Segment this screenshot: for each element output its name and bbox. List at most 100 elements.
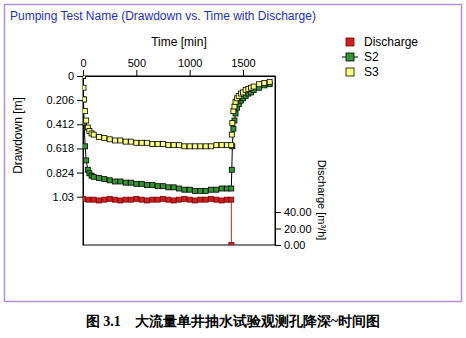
caption: 图 3.1 大流量单井抽水试验观测孔降深~时间图 (86, 313, 380, 329)
tick: 0.618 (46, 142, 83, 154)
marker (107, 196, 112, 201)
legend-marker (346, 53, 354, 61)
marker (187, 144, 192, 149)
marker (139, 197, 144, 202)
tick-mark (77, 148, 83, 149)
marker (232, 104, 237, 109)
marker (123, 180, 128, 185)
tick-mark (275, 229, 281, 230)
marker (150, 141, 155, 146)
tick: 0.206 (46, 94, 83, 106)
tick: 1.03 (53, 191, 83, 203)
marker (83, 109, 88, 114)
marker (177, 186, 182, 191)
tick-mark (136, 70, 137, 76)
plot-area (83, 76, 272, 245)
marker (203, 144, 208, 149)
marker (251, 84, 256, 89)
marker (214, 143, 219, 148)
marker (97, 175, 102, 180)
marker (91, 132, 96, 137)
marker (219, 143, 224, 148)
tick-mark (77, 197, 83, 198)
marker (123, 197, 128, 202)
tick-label: 1500 (231, 57, 255, 69)
marker (84, 158, 89, 163)
series-line (83, 76, 270, 191)
marker (134, 196, 139, 201)
y-axis: 00.2060.4120.6180.8241.03 (46, 70, 83, 245)
legend: DischargeS2S3 (342, 35, 418, 79)
marker (134, 140, 139, 145)
marker (229, 132, 234, 137)
marker (150, 197, 155, 202)
tick-label: 20.00 (284, 223, 312, 235)
marker (83, 196, 86, 201)
marker (166, 197, 171, 202)
marker (209, 187, 214, 192)
marker (107, 178, 112, 183)
marker (267, 79, 272, 84)
marker (113, 138, 118, 143)
x-axis: 050010001500 (80, 57, 275, 77)
marker (129, 180, 134, 185)
marker (102, 177, 107, 182)
marker (161, 196, 166, 201)
marker (83, 144, 88, 149)
marker (118, 138, 123, 143)
tick: 500 (128, 57, 146, 76)
marker (257, 82, 262, 87)
marker (229, 197, 234, 202)
marker (161, 184, 166, 189)
marker (198, 197, 203, 202)
marker (203, 197, 208, 202)
marker (203, 188, 208, 193)
tick-label: 0.412 (46, 118, 74, 130)
marker (86, 197, 91, 202)
marker (229, 243, 234, 246)
marker (219, 198, 224, 203)
marker (177, 197, 182, 202)
legend-label: Discharge (364, 35, 418, 49)
x-axis-title: Time [min] (151, 35, 207, 49)
tick-label: 500 (128, 57, 146, 69)
legend-marker (346, 68, 354, 76)
tick-label: 0.00 (284, 239, 305, 251)
tick-label: 40.00 (284, 206, 312, 218)
marker (230, 120, 235, 125)
marker (118, 198, 123, 203)
marker (177, 143, 182, 148)
y-axis-title: Drawdown [m] (11, 97, 25, 174)
legend-label: S3 (364, 65, 379, 79)
marker (198, 144, 203, 149)
tick: 0.412 (46, 118, 83, 130)
marker (214, 197, 219, 202)
marker (145, 198, 150, 203)
marker (145, 140, 150, 145)
tick-mark (77, 76, 83, 77)
marker (214, 187, 219, 192)
marker (102, 136, 107, 141)
tick: 0 (80, 57, 86, 76)
marker (91, 197, 96, 202)
marker (91, 174, 96, 179)
marker (171, 143, 176, 148)
marker (182, 144, 187, 149)
marker (139, 140, 144, 145)
marker (129, 139, 134, 144)
tick-mark (77, 124, 83, 125)
tick: 1500 (231, 57, 255, 76)
tick-label: 0.206 (46, 94, 74, 106)
tick: 40.00 (275, 206, 312, 218)
plot-frame (83, 76, 275, 245)
marker (97, 198, 102, 203)
marker (102, 197, 107, 202)
marker (187, 197, 192, 202)
marker (231, 109, 236, 114)
tick: 20.00 (275, 223, 312, 235)
marker (231, 126, 236, 131)
marker (166, 185, 171, 190)
tick-label: 0 (68, 70, 74, 82)
tick-mark (275, 212, 281, 213)
tick-mark (83, 70, 84, 76)
